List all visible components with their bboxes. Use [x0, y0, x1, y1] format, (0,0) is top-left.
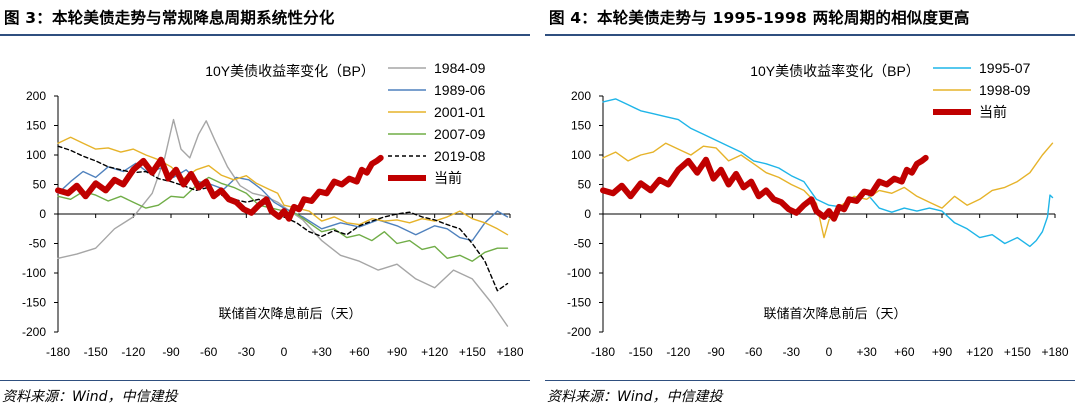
y-tick-label: 200	[26, 89, 46, 103]
series-line-1989-06	[57, 162, 509, 242]
x-tick-label: -30	[783, 345, 801, 359]
series-line-1998-09	[602, 142, 1054, 239]
y-tick-label: 200	[571, 89, 591, 103]
y-tick-label: 50	[578, 178, 592, 192]
x-tick-label: -180	[46, 345, 70, 359]
legend-label: 1998-09	[979, 82, 1031, 98]
legend-label: 1995-07	[979, 60, 1031, 76]
x-tick-label: +60	[894, 345, 915, 359]
source-rule	[0, 380, 530, 381]
x-tick-label: -150	[84, 345, 108, 359]
y-tick-label: -50	[29, 237, 47, 251]
x-tick-label: +180	[496, 345, 523, 359]
yield-change-chart-3: 200 150 100 50 0 -50 -100 -150 -200-180 -150 -120 -…	[22, 60, 524, 359]
y-tick-label: -150	[22, 296, 46, 310]
x-tick-label: 0	[826, 345, 833, 359]
y-tick-label: 100	[26, 148, 46, 162]
x-tick-label: +30	[856, 345, 877, 359]
x-axis-label: 联储首次降息前后（天）	[763, 306, 906, 321]
x-axis-label: 联储首次降息前后（天）	[218, 306, 361, 321]
x-tick-label: -150	[629, 345, 653, 359]
source-rule	[545, 380, 1075, 381]
figure-4-panel: 图 4：本轮美债走势与 1995-1998 两轮周期的相似度更高 200 150 1…	[545, 0, 1080, 414]
y-tick-label: -100	[22, 266, 46, 280]
x-tick-label: +120	[966, 345, 993, 359]
y-tick-label: 50	[33, 178, 47, 192]
chart-title: 10Y美债收益率变化（BP）	[205, 63, 375, 79]
source-note: 资料来源：Wind，中信建投	[2, 389, 178, 405]
y-tick-label: 100	[571, 148, 591, 162]
y-tick-label: -200	[22, 325, 46, 339]
y-tick-label: 150	[26, 119, 46, 133]
legend-label: 1989-06	[434, 82, 486, 98]
x-tick-label: -60	[745, 345, 763, 359]
x-tick-label: +60	[349, 345, 370, 359]
x-tick-label: +90	[932, 345, 953, 359]
legend-label: 2019-08	[434, 148, 486, 164]
y-tick-label: 0	[584, 207, 591, 221]
series-line-2019-08	[57, 145, 509, 292]
x-tick-label: +120	[421, 345, 448, 359]
series-line-1984-09	[57, 118, 509, 327]
yield-change-chart-4: 200 150 100 50 0 -50 -100 -150 -200-180 -150 -120 -…	[567, 60, 1069, 359]
x-tick-label: -180	[591, 345, 615, 359]
x-tick-label: +150	[459, 345, 486, 359]
title-rule	[545, 34, 1075, 36]
x-tick-label: -30	[238, 345, 256, 359]
x-tick-label: -120	[121, 345, 145, 359]
x-tick-label: +180	[1041, 345, 1068, 359]
legend-label: 1984-09	[434, 60, 486, 76]
x-tick-label: -90	[162, 345, 180, 359]
y-tick-label: 150	[571, 119, 591, 133]
x-tick-label: -60	[200, 345, 218, 359]
x-tick-label: +150	[1004, 345, 1031, 359]
legend-label: 2001-01	[434, 104, 486, 120]
series-line-2001-01	[57, 136, 509, 236]
figure-3-panel: 图 3：本轮美债走势与常规降息周期系统性分化 200 150 100 50 0 -50 -1…	[0, 0, 535, 414]
x-tick-label: +30	[311, 345, 332, 359]
figure-title: 图 4：本轮美债走势与 1995-1998 两轮周期的相似度更高	[549, 9, 970, 27]
legend-label: 当前	[434, 170, 462, 186]
y-tick-label: -150	[567, 296, 591, 310]
chart-title: 10Y美债收益率变化（BP）	[750, 63, 920, 79]
x-tick-label: -90	[707, 345, 725, 359]
y-tick-label: 0	[39, 207, 46, 221]
series-line-当前	[55, 154, 384, 222]
x-tick-label: -120	[666, 345, 690, 359]
y-tick-label: -200	[567, 325, 591, 339]
x-tick-label: +90	[387, 345, 408, 359]
y-tick-label: -50	[574, 237, 592, 251]
title-rule	[0, 34, 530, 36]
figure-title: 图 3：本轮美债走势与常规降息周期系统性分化	[4, 9, 335, 27]
legend-label: 2007-09	[434, 126, 486, 142]
y-tick-label: -100	[567, 266, 591, 280]
source-note: 资料来源：Wind，中信建投	[547, 389, 723, 405]
series-line-当前	[600, 154, 929, 222]
x-tick-label: 0	[281, 345, 288, 359]
legend-label: 当前	[979, 104, 1007, 120]
